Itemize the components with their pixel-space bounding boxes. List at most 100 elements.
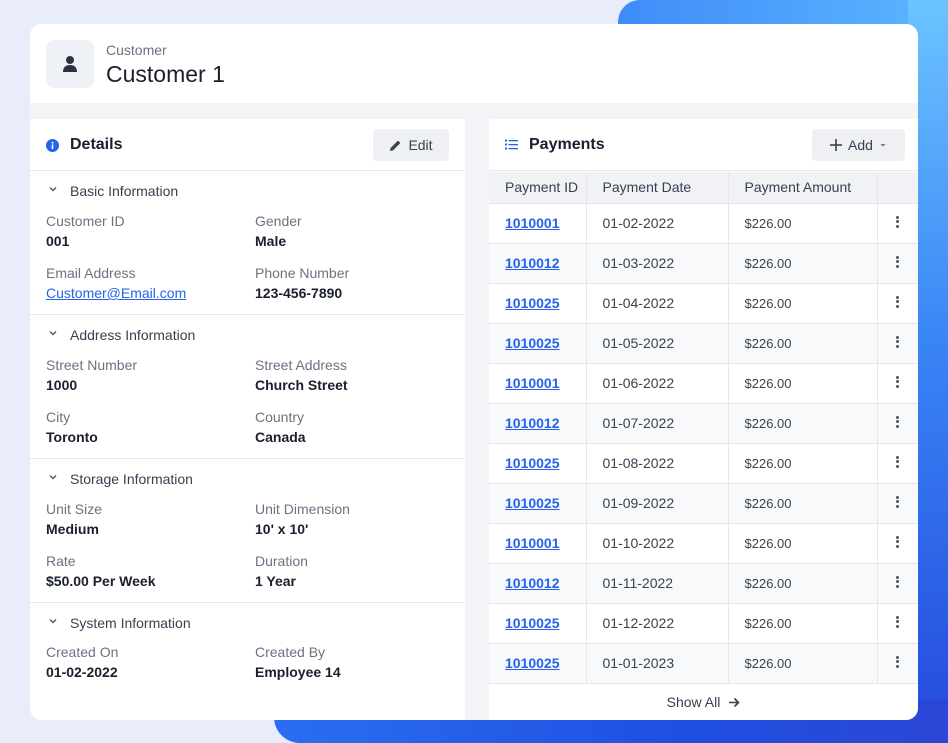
payment-date-cell: 01-10-2022	[586, 523, 729, 564]
payment-id-link[interactable]: 1010001	[505, 375, 560, 391]
city-value: Toronto	[46, 429, 98, 445]
row-menu-cell	[877, 443, 918, 484]
payment-id-link[interactable]: 1010025	[505, 295, 560, 311]
payment-id-link[interactable]: 1010001	[505, 535, 560, 551]
country-label: Country	[255, 409, 305, 425]
payment-amount-cell: $226.00	[728, 403, 878, 444]
payment-id-cell: 1010012	[489, 403, 587, 444]
payment-id-link[interactable]: 1010025	[505, 655, 560, 671]
row-menu-cell	[877, 523, 918, 564]
payment-amount-cell: $226.00	[728, 203, 878, 244]
kebab-icon[interactable]	[896, 294, 900, 309]
table-row: 1010025 01-09-2022 $226.00	[489, 483, 918, 524]
duration-value: 1 Year	[255, 573, 297, 589]
table-row: 1010025 01-08-2022 $226.00	[489, 443, 918, 484]
kebab-icon[interactable]	[896, 574, 900, 589]
table-row: 1010012 01-03-2022 $226.00	[489, 243, 918, 284]
add-payment-button[interactable]: Add	[812, 129, 905, 161]
chevron-down-icon	[49, 187, 57, 192]
street-address-value: Church Street	[255, 377, 348, 393]
customer-id-value: 001	[46, 233, 70, 249]
kebab-icon[interactable]	[896, 414, 900, 429]
payments-table: Payment ID Payment Date Payment Amount 1…	[489, 172, 918, 684]
table-row: 1010012 01-07-2022 $226.00	[489, 403, 918, 444]
payment-amount-cell: $226.00	[728, 563, 878, 604]
payment-amount-cell: $226.00	[728, 283, 878, 324]
section-system-toggle[interactable]: System Information	[30, 603, 465, 643]
payment-id-cell: 1010012	[489, 563, 587, 604]
kebab-icon[interactable]	[896, 654, 900, 669]
payment-amount-cell: $226.00	[728, 523, 878, 564]
unit-dimension-value: 10' x 10'	[255, 521, 309, 537]
plus-icon	[830, 139, 843, 151]
gender-value: Male	[255, 233, 287, 249]
payment-id-link[interactable]: 1010025	[505, 455, 560, 471]
payment-id-link[interactable]: 1010012	[505, 415, 560, 431]
edit-button[interactable]: Edit	[373, 129, 449, 161]
payment-id-cell: 1010025	[489, 483, 587, 524]
payment-id-link[interactable]: 1010025	[505, 335, 560, 351]
section-basic-toggle[interactable]: Basic Information	[30, 171, 465, 211]
payment-id-link[interactable]: 1010012	[505, 575, 560, 591]
kebab-icon[interactable]	[896, 454, 900, 469]
column-header-actions	[877, 172, 918, 204]
section-address-toggle[interactable]: Address Information	[30, 315, 465, 355]
table-row: 1010025 01-04-2022 $226.00	[489, 283, 918, 324]
page-title: Customer 1	[106, 61, 225, 87]
show-all-link[interactable]: Show All	[489, 694, 918, 710]
kebab-icon[interactable]	[896, 334, 900, 349]
kebab-icon[interactable]	[896, 494, 900, 509]
row-menu-cell	[877, 243, 918, 284]
kebab-icon[interactable]	[896, 254, 900, 269]
payment-date-cell: 01-11-2022	[586, 563, 729, 604]
divider	[30, 314, 465, 315]
caret-down-icon	[880, 144, 886, 147]
payment-date-cell: 01-06-2022	[586, 363, 729, 404]
customer-card: Customer Customer 1 Details Edit Basic I…	[30, 24, 918, 720]
section-storage-toggle[interactable]: Storage Information	[30, 459, 465, 499]
payment-date-cell: 01-09-2022	[586, 483, 729, 524]
payment-id-link[interactable]: 1010025	[505, 615, 560, 631]
arrow-right-icon	[729, 697, 740, 707]
kebab-icon[interactable]	[896, 534, 900, 549]
payment-amount-cell: $226.00	[728, 323, 878, 364]
table-row: 1010001 01-02-2022 $226.00	[489, 203, 918, 244]
column-header-payment-amount[interactable]: Payment Amount	[728, 172, 878, 204]
payment-amount-cell: $226.00	[728, 603, 878, 644]
payment-id-link[interactable]: 1010025	[505, 495, 560, 511]
kebab-icon[interactable]	[896, 374, 900, 389]
add-label: Add	[848, 137, 873, 153]
kebab-icon[interactable]	[896, 614, 900, 629]
edit-label: Edit	[408, 137, 433, 153]
payment-id-link[interactable]: 1010012	[505, 255, 560, 271]
created-by-value: Employee 14	[255, 664, 341, 680]
row-menu-cell	[877, 363, 918, 404]
chevron-down-icon	[49, 619, 57, 624]
unit-dimension-label: Unit Dimension	[255, 501, 350, 517]
payment-id-cell: 1010012	[489, 243, 587, 284]
column-header-payment-date[interactable]: Payment Date	[586, 172, 729, 204]
payment-date-cell: 01-03-2022	[586, 243, 729, 284]
unit-size-value: Medium	[46, 521, 99, 537]
details-title: Details	[70, 136, 123, 153]
payments-panel: Payments Add Payment ID Payment Date Pay…	[489, 119, 918, 720]
page-header: Customer Customer 1	[30, 24, 918, 103]
table-row: 1010001 01-06-2022 $226.00	[489, 363, 918, 404]
payment-id-link[interactable]: 1010001	[505, 215, 560, 231]
country-value: Canada	[255, 429, 306, 445]
phone-label: Phone Number	[255, 265, 350, 281]
divider	[30, 602, 465, 603]
payment-id-cell: 1010001	[489, 523, 587, 564]
table-header-row: Payment ID Payment Date Payment Amount	[489, 172, 918, 204]
street-number-label: Street Number	[46, 357, 138, 373]
divider	[30, 458, 465, 459]
table-row: 1010012 01-11-2022 $226.00	[489, 563, 918, 604]
payment-amount-cell: $226.00	[728, 443, 878, 484]
payment-id-cell: 1010025	[489, 283, 587, 324]
email-link[interactable]: Customer@Email.com	[46, 285, 187, 301]
payment-date-cell: 01-05-2022	[586, 323, 729, 364]
column-header-payment-id[interactable]: Payment ID	[489, 172, 587, 204]
payment-date-cell: 01-02-2022	[586, 203, 729, 244]
payment-amount-cell: $226.00	[728, 243, 878, 284]
kebab-icon[interactable]	[896, 214, 900, 229]
